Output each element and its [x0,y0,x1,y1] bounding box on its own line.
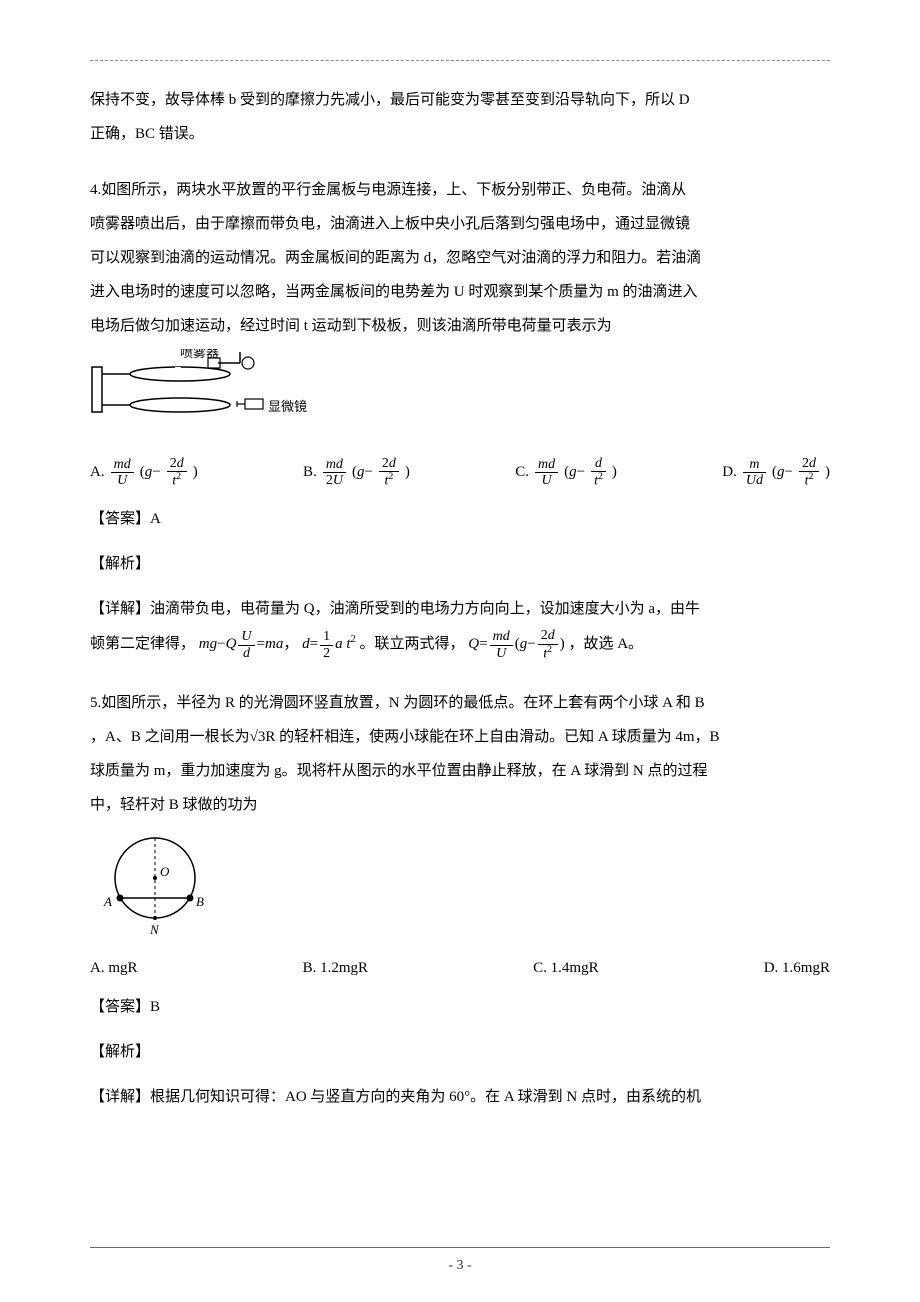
q5-stem-line1: 5.如图所示，半径为 R 的光滑圆环竖直放置，N 为圆环的最低点。在环上套有两个… [90,688,830,718]
q4-option-c: C. mdU (g− dt2 ) [515,456,617,489]
q4-opt-d-label: D. [722,464,737,481]
q4-stem-line5: 电场后做匀加速运动，经过时间 t 运动到下极板，则该油滴所带电荷量可表示为 [90,311,830,341]
q4-option-b: B. md2U (g− 2dt2 ) [303,456,410,489]
footer-line [90,1247,830,1248]
q4-stem-line3: 可以观察到油滴的运动情况。两金属板间的距离为 d，忽略空气对油滴的浮力和阻力。若… [90,243,830,273]
label-N: N [149,922,160,937]
q4-opt-c-label: C. [515,464,529,481]
q5-detail-line1: 【详解】根据几何知识可得：AO 与竖直方向的夹角为 60°。在 A 球滑到 N … [90,1082,830,1112]
q4-figure: 喷雾器 显微镜 [90,349,830,444]
q4-stem-line2: 喷雾器喷出后，由于摩擦而带负电，油滴进入上板中央小孔后落到匀强电场中，通过显微镜 [90,209,830,239]
q4-opt-b-label: B. [303,464,317,481]
carryover-line-1: 保持不变，故导体棒 b 受到的摩擦力先减小，最后可能变为零甚至变到沿导轨向下，所… [90,85,830,115]
q4-detail2-pre: 顿第二定律得， [90,637,195,653]
page-number: - 3 - [0,1258,920,1274]
q5-option-a: A. mgR [90,960,138,977]
q4-stem-line1: 4.如图所示，两块水平放置的平行金属板与电源连接，上、下板分别带正、负电荷。油滴… [90,175,830,205]
q4-stem-line4: 进入电场时的速度可以忽略，当两金属板间的电势差为 U 时观察到某个质量为 m 的… [90,277,830,307]
q5-answer: 【答案】B [90,992,830,1022]
q5-stem-line3: 球质量为 m，重力加速度为 g。现将杆从图示的水平位置由静止释放，在 A 球滑到… [90,756,830,786]
q4-options: A. mdU (g− 2dt2 ) B. md2U (g− 2dt2 ) C. … [90,456,830,489]
q4-detail2-post: ，故选 A。 [568,637,643,653]
sprayer-label: 喷雾器 [180,349,219,360]
q4-detail-line2: 顿第二定律得， mg−QUd=ma， d=12a t2 。联立两式得， Q=md… [90,628,830,661]
q4-answer: 【答案】A [90,504,830,534]
q4-detail-line1: 【详解】油滴带负电，电荷量为 Q，油滴所受到的电场力方向向上，设加速度大小为 a… [90,594,830,624]
spacer-2 [90,666,830,688]
q5-figure: O A B N [90,828,830,948]
header-dashed-line [90,60,830,61]
q4-detail2-mid: 。联立两式得， [360,637,465,653]
page-container: 保持不变，故导体棒 b 受到的摩擦力先减小，最后可能变为零甚至变到沿导轨向下，所… [0,0,920,1302]
spacer [90,153,830,175]
q4-solution-label: 【解析】 [90,549,830,579]
q5-stem-line2: ，A、B 之间用一根长为√3R 的轻杆相连，使两小球能在环上自由滑动。已知 A … [90,722,830,752]
q5-option-c: C. 1.4mgR [533,960,598,977]
label-O: O [160,864,170,879]
q5-options: A. mgR B. 1.2mgR C. 1.4mgR D. 1.6mgR [90,960,830,977]
q4-opt-a-label: A. [90,464,105,481]
microscope-label: 显微镜 [268,399,307,414]
label-A: A [103,894,112,909]
carryover-line-2: 正确，BC 错误。 [90,119,830,149]
q4-option-d: D. mUd (g− 2dt2 ) [722,456,830,489]
label-B: B [196,894,204,909]
q5-stem-line4: 中，轻杆对 B 球做的功为 [90,790,830,820]
q5-solution-label: 【解析】 [90,1037,830,1067]
q5-option-d: D. 1.6mgR [764,960,830,977]
q4-option-a: A. mdU (g− 2dt2 ) [90,456,198,489]
q5-option-b: B. 1.2mgR [303,960,368,977]
